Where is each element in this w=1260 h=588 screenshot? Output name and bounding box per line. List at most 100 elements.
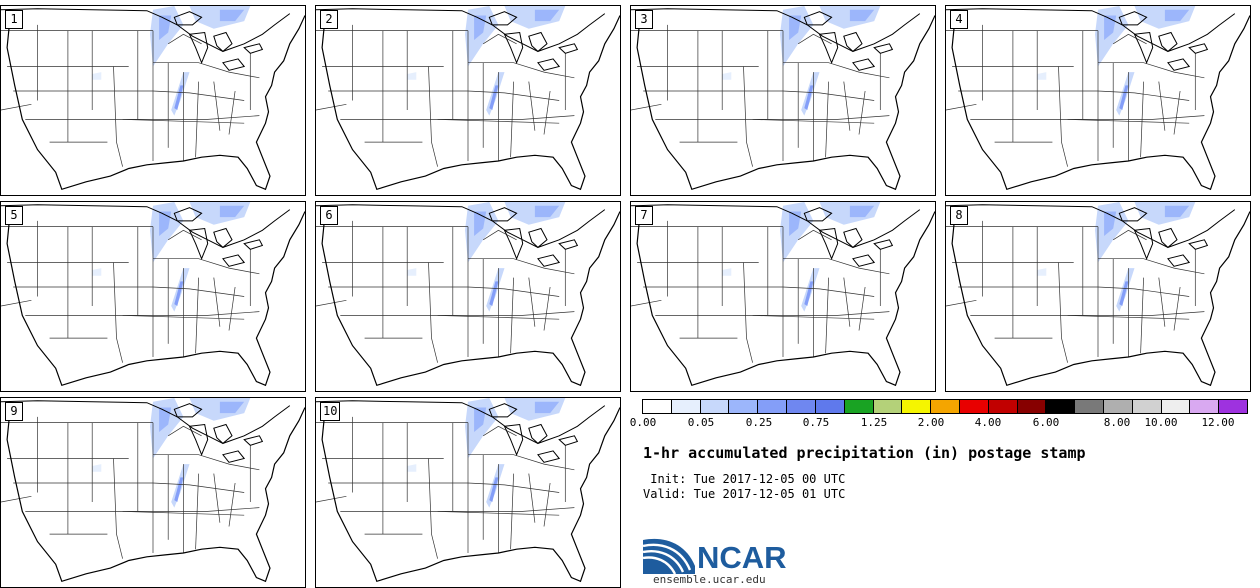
great-lake xyxy=(188,423,209,457)
state-border xyxy=(843,277,851,327)
great-lake xyxy=(213,423,233,445)
colorbar-bin xyxy=(1103,399,1133,414)
state-border xyxy=(113,66,123,167)
great-lake xyxy=(243,239,264,250)
precip-area xyxy=(1037,72,1047,80)
precip-area xyxy=(159,211,172,236)
state-border xyxy=(483,33,517,45)
colorbar-tick-label: 12.00 xyxy=(1201,416,1235,429)
state-border xyxy=(228,286,236,331)
precip-area xyxy=(465,398,499,459)
great-lake xyxy=(213,227,233,249)
great-lake xyxy=(818,31,839,65)
state-border xyxy=(328,286,505,290)
precip-area xyxy=(1119,281,1129,306)
state-border xyxy=(153,454,260,471)
state-border xyxy=(189,288,245,297)
state-border xyxy=(655,115,890,120)
precip-area xyxy=(159,407,172,432)
great-lake xyxy=(222,58,246,71)
colorbar-bin xyxy=(1045,399,1076,414)
colorbar-bin xyxy=(670,399,701,414)
state-border xyxy=(25,115,260,120)
ncar-logo-icon xyxy=(643,538,695,574)
state-border xyxy=(468,62,575,79)
precip-area xyxy=(474,15,487,40)
precip-area xyxy=(1164,205,1190,218)
state-border xyxy=(528,81,536,131)
member-label: 5 xyxy=(5,206,23,225)
state-border xyxy=(970,311,1205,316)
state-border xyxy=(1173,286,1181,331)
great-lake xyxy=(558,239,579,250)
great-lake xyxy=(213,31,233,53)
member-label: 8 xyxy=(950,206,968,225)
state-border xyxy=(228,90,236,135)
precip-area xyxy=(174,85,184,110)
coastline xyxy=(321,211,620,387)
state-border xyxy=(1158,277,1166,327)
great-lake xyxy=(537,450,561,463)
state-border xyxy=(1,495,32,503)
member-panel-10: 10 xyxy=(315,397,621,588)
precip-area xyxy=(789,15,802,40)
precip-area xyxy=(804,281,814,306)
us-map xyxy=(316,398,620,583)
precip-area xyxy=(159,15,172,40)
great-lake xyxy=(873,239,894,250)
member-label: 4 xyxy=(950,10,968,29)
member-panel-7: 7 xyxy=(630,201,936,392)
colorbar-bin xyxy=(1074,399,1104,414)
precip-area xyxy=(1104,15,1117,40)
colorbar-bin xyxy=(958,399,989,414)
state-border xyxy=(631,299,662,307)
colorbar-tick-label: 1.25 xyxy=(860,416,888,429)
precip-area xyxy=(92,72,102,80)
state-border xyxy=(25,311,260,316)
precip-area xyxy=(174,477,184,502)
precip-area xyxy=(722,72,732,80)
us-map xyxy=(946,6,1250,191)
precip-area xyxy=(174,281,184,306)
state-border xyxy=(504,288,560,297)
great-lake xyxy=(173,11,203,26)
colorbar-bin xyxy=(930,399,960,414)
great-lake xyxy=(818,227,839,261)
state-border xyxy=(340,311,575,316)
colorbar-bin xyxy=(786,399,816,414)
state-border xyxy=(819,288,875,297)
coastline xyxy=(951,211,1250,387)
state-border xyxy=(328,90,505,94)
great-lake xyxy=(1118,11,1148,26)
state-border xyxy=(213,277,221,327)
precip-area xyxy=(849,9,875,22)
coastline xyxy=(6,407,305,583)
colorbar-bin xyxy=(1016,399,1047,414)
state-border xyxy=(1,299,32,307)
great-lake xyxy=(243,435,264,446)
member-label: 6 xyxy=(320,206,338,225)
state-border xyxy=(228,482,236,527)
colorbar-bin xyxy=(1189,399,1220,414)
state-border xyxy=(643,286,820,290)
state-border xyxy=(113,458,123,559)
coastline xyxy=(951,15,1250,191)
precip-area xyxy=(150,202,184,263)
coastline xyxy=(6,15,305,191)
precip-area xyxy=(1037,268,1047,276)
state-border xyxy=(743,262,753,363)
state-border xyxy=(468,454,575,471)
state-border xyxy=(970,115,1205,120)
state-border xyxy=(783,62,890,79)
us-map xyxy=(1,6,305,191)
precip-area xyxy=(534,9,560,22)
state-border xyxy=(168,33,202,45)
state-border xyxy=(543,90,551,135)
great-lake xyxy=(173,403,203,418)
state-border xyxy=(1158,81,1166,131)
great-lake xyxy=(1158,227,1178,249)
great-lake xyxy=(1133,31,1154,65)
country-border xyxy=(631,8,921,52)
country-border xyxy=(946,8,1236,52)
coastline xyxy=(6,211,305,387)
